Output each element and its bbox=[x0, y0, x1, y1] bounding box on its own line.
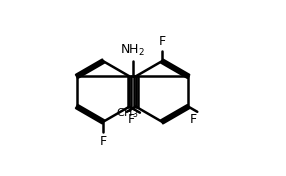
Text: NH$_2$: NH$_2$ bbox=[120, 43, 145, 58]
Text: F: F bbox=[158, 35, 166, 48]
Text: F: F bbox=[128, 113, 135, 126]
Text: CH$_3$: CH$_3$ bbox=[116, 106, 138, 120]
Text: F: F bbox=[100, 135, 107, 148]
Text: F: F bbox=[189, 113, 196, 126]
